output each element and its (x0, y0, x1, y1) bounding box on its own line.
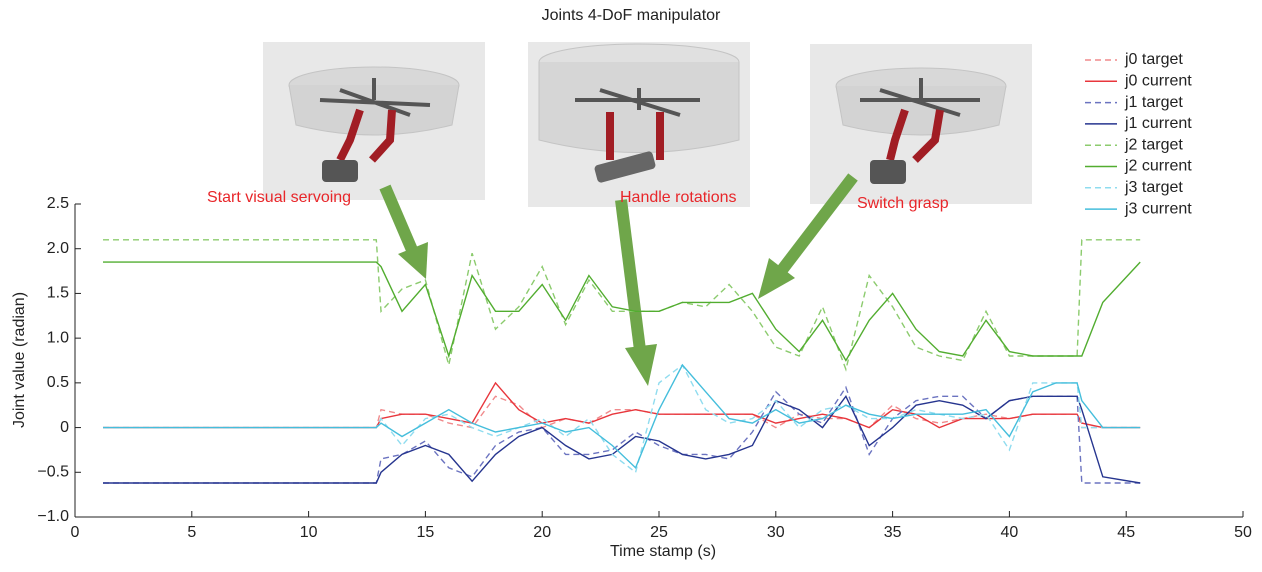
arrows (385, 177, 853, 386)
y-tick-label: 0 (60, 419, 69, 436)
y-tick-label: 2.5 (47, 195, 69, 212)
x-tick-label: 45 (1117, 524, 1135, 541)
x-tick-label: 0 (71, 524, 80, 541)
x-tick-label: 30 (767, 524, 785, 541)
chart-title: Joints 4-DoF manipulator (542, 7, 721, 24)
x-tick-label: 5 (187, 524, 196, 541)
legend-label: j0 current (1124, 73, 1192, 90)
legend-label: j2 target (1124, 136, 1183, 153)
series-line (103, 383, 1140, 428)
render-1 (263, 42, 485, 200)
legend: j0 target j0 current j1 target j1 current j2… (1085, 51, 1192, 217)
y-tick-label: 0.5 (47, 374, 69, 391)
chart: Joints 4-DoF manipulator Start visual se… (0, 0, 1262, 567)
annotation: Start visual servoing (207, 189, 351, 206)
render-2 (528, 42, 750, 207)
legend-label: j2 current (1124, 158, 1192, 175)
x-tick-label: 40 (1001, 524, 1019, 541)
legend-label: j1 current (1124, 115, 1192, 132)
legend-label: j3 current (1124, 200, 1192, 217)
legend-label: j0 target (1124, 51, 1183, 68)
y-tick-label: 2.0 (47, 240, 69, 257)
x-tick-label: 25 (650, 524, 668, 541)
annotation: Handle rotations (620, 189, 737, 206)
series-line (103, 240, 1140, 370)
y-tick-label: −1.0 (37, 508, 69, 525)
y-tick-label: 1.0 (47, 329, 69, 346)
annotation: Switch grasp (857, 195, 949, 212)
x-tick-label: 20 (533, 524, 551, 541)
series-line (103, 387, 1140, 483)
legend-label: j1 target (1124, 94, 1183, 111)
y-tick-label: −0.5 (37, 464, 69, 481)
x-tick-label: 10 (300, 524, 318, 541)
x-tick-label: 50 (1234, 524, 1252, 541)
legend-label: j3 target (1124, 179, 1183, 196)
x-tick-label: 35 (884, 524, 902, 541)
x-axis-label: Time stamp (s) (610, 543, 716, 560)
y-axis-label: Joint value (radian) (11, 292, 28, 428)
y-tick-label: 1.5 (47, 285, 69, 302)
x-tick-label: 15 (417, 524, 435, 541)
